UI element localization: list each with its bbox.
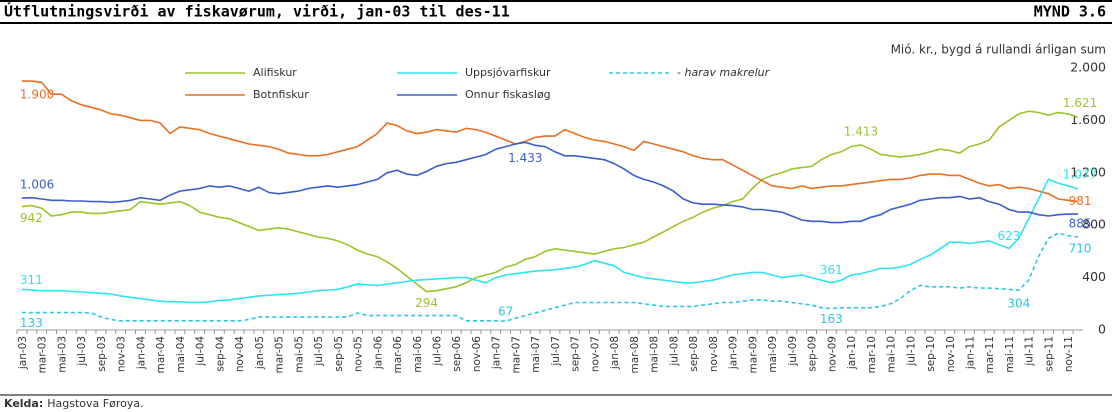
x-tick-label: sep-10: [925, 336, 937, 372]
chart-title: Útflutningsvirði av fiskavørum, virði, j…: [4, 2, 510, 21]
x-tick-label: sep-08: [688, 336, 700, 372]
x-tick-label: mar-06: [392, 336, 404, 374]
x-tick-label: jan-03: [17, 336, 29, 370]
x-tick-label: jul-09: [787, 336, 799, 367]
x-tick-label: jan-05: [254, 336, 266, 370]
y-tick-label: 1.200: [1070, 164, 1106, 179]
x-tick-label: mai-06: [412, 336, 424, 373]
x-tick-label: jul-10: [905, 336, 917, 367]
data-label: 981: [1069, 194, 1092, 208]
y-tick-label: 400: [1082, 269, 1106, 284]
figure-label: MYND 3.6: [1034, 3, 1106, 21]
x-tick-label: mar-08: [629, 336, 641, 373]
x-tick-label: nov-06: [471, 336, 483, 372]
x-tick-label: nov-04: [234, 336, 246, 372]
x-tick-label: mar-09: [747, 336, 759, 373]
x-tick-label: jan-06: [372, 336, 384, 370]
x-tick-label: mar-11: [984, 336, 996, 373]
data-label: 311: [20, 273, 43, 287]
x-tick-label: jan-07: [491, 336, 503, 370]
x-tick-label: mai-05: [293, 336, 305, 373]
x-tick-label: mar-10: [866, 336, 878, 373]
x-tick-label: mar-04: [155, 336, 167, 374]
legend-label: Onnur fiskasløg: [465, 88, 551, 101]
data-label: 942: [20, 211, 43, 225]
data-label: 1.900: [20, 88, 54, 102]
x-tick-label: mai-07: [530, 336, 542, 373]
data-label: 1.413: [844, 124, 878, 138]
x-tick-label: sep-07: [570, 336, 582, 372]
data-label: 67: [498, 305, 513, 319]
x-tick-label: jul-11: [1024, 336, 1036, 367]
data-label: 304: [1007, 297, 1030, 311]
data-label: 1.621: [1063, 96, 1097, 110]
source-text: Hagstova Føroya.: [47, 397, 143, 410]
data-label: 163: [820, 312, 843, 326]
x-tick-label: mai-08: [649, 336, 661, 373]
series-line: [21, 178, 1079, 304]
source: Kelda: Hagstova Føroya.: [4, 397, 144, 410]
x-tick-label: nov-05: [353, 336, 365, 372]
x-tick-label: sep-11: [1043, 336, 1055, 372]
y-tick-label: 1.600: [1070, 112, 1106, 127]
x-tick-label: jul-06: [431, 336, 443, 367]
x-tick-label: nov-09: [826, 336, 838, 372]
x-tick-label: sep-06: [451, 336, 463, 372]
x-tick-label: jan-10: [846, 336, 858, 370]
legend-label: Botnfiskur: [253, 88, 309, 101]
data-label: 1.006: [20, 178, 54, 192]
x-tick-label: mai-09: [767, 336, 779, 373]
series-line: [21, 110, 1079, 293]
x-tick-label: mar-03: [37, 336, 49, 373]
series-line: [21, 141, 1079, 224]
x-tick-label: nov-10: [945, 336, 957, 372]
data-label: 623: [998, 229, 1021, 243]
data-label: 1.077: [1063, 167, 1097, 181]
x-tick-label: nov-08: [708, 336, 720, 372]
x-tick-label: jul-05: [313, 336, 325, 367]
source-label: Kelda:: [4, 397, 43, 410]
x-tick-label: sep-09: [807, 336, 819, 372]
x-tick-label: jan-09: [728, 336, 740, 370]
x-tick-label: jan-08: [609, 336, 621, 370]
legend-label: Alifiskur: [253, 66, 297, 79]
x-tick-label: sep-03: [96, 336, 108, 372]
x-tick-label: nov-11: [1063, 336, 1075, 372]
x-tick-label: mar-07: [510, 336, 522, 373]
y-tick-label: 800: [1082, 217, 1106, 232]
unit-label: Mió. kr., bygd á rullandi árligan sum: [891, 43, 1106, 57]
x-tick-label: sep-04: [214, 336, 226, 372]
x-tick-label: jul-08: [668, 336, 680, 367]
x-tick-label: sep-05: [333, 336, 345, 372]
data-label: 133: [20, 316, 43, 330]
data-label: 885: [1069, 217, 1092, 231]
data-label: 361: [820, 263, 843, 277]
x-tick-label: mar-05: [274, 336, 286, 373]
legend-label: Uppsjóvarfiskur: [465, 66, 551, 79]
x-tick-label: jan-04: [135, 336, 147, 370]
x-tick-label: jan-11: [964, 336, 976, 370]
series-line: [21, 232, 1079, 323]
x-tick-label: jul-07: [550, 336, 562, 367]
y-tick-label: 0: [1098, 322, 1106, 337]
x-tick-label: nov-07: [589, 336, 601, 372]
data-label: 294: [415, 296, 438, 310]
x-tick-label: jul-03: [76, 336, 88, 367]
y-tick-label: 2.000: [1070, 60, 1106, 75]
x-tick-label: mai-11: [1004, 336, 1016, 373]
x-tick-label: mai-04: [175, 336, 187, 373]
data-label: 1.433: [508, 151, 542, 165]
x-tick-label: nov-03: [116, 336, 128, 372]
x-tick-label: mai-03: [56, 336, 68, 373]
series-line: [21, 80, 1079, 203]
x-tick-label: mai-10: [886, 336, 898, 373]
x-tick-label: jul-04: [195, 336, 207, 367]
data-label: 710: [1069, 241, 1092, 255]
legend-label: - harav makrelur: [677, 66, 771, 79]
